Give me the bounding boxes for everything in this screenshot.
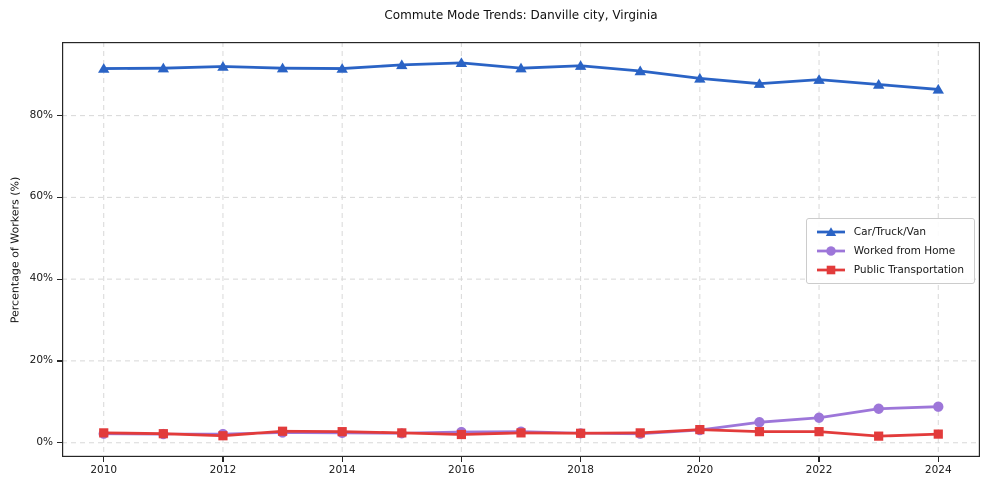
x-tick-label: 2014 bbox=[328, 464, 356, 476]
data-point-marker bbox=[873, 403, 884, 414]
chart-canvas bbox=[62, 42, 980, 457]
data-point-marker bbox=[574, 60, 587, 70]
legend-label: Worked from Home bbox=[853, 245, 956, 257]
legend: Car/Truck/Van Worked from Home Public Tr… bbox=[805, 218, 975, 284]
data-point-marker bbox=[515, 62, 527, 73]
y-tick-mark bbox=[57, 278, 62, 280]
data-point-marker bbox=[397, 428, 407, 438]
data-point-marker bbox=[98, 63, 110, 73]
x-tick-label: 2016 bbox=[448, 464, 475, 476]
legend-label: Car/Truck/Van bbox=[853, 226, 927, 238]
data-point-marker bbox=[99, 428, 109, 438]
data-point-marker bbox=[754, 427, 765, 437]
plot-area: Car/Truck/Van Worked from Home Public Tr… bbox=[62, 42, 980, 457]
x-tick-label: 2020 bbox=[686, 464, 714, 476]
y-tick-label: 60% bbox=[29, 190, 53, 203]
line-square-marker-icon bbox=[815, 263, 847, 277]
data-point-marker bbox=[694, 72, 706, 83]
y-tick-label: 0% bbox=[36, 435, 53, 448]
x-tick-label: 2010 bbox=[90, 464, 118, 476]
data-point-marker bbox=[814, 427, 824, 437]
data-point-marker bbox=[813, 74, 825, 84]
data-point-marker bbox=[695, 425, 705, 435]
x-tick-mark bbox=[341, 457, 343, 462]
plot-border bbox=[62, 42, 980, 457]
data-point-marker bbox=[753, 78, 766, 88]
data-point-marker bbox=[157, 62, 170, 73]
data-point-marker bbox=[277, 426, 288, 436]
x-tick-mark bbox=[103, 457, 105, 462]
legend-item-worked-from-home: Worked from Home bbox=[815, 244, 964, 258]
data-point-marker bbox=[634, 65, 646, 76]
y-tick-label: 20% bbox=[29, 353, 53, 366]
data-point-marker bbox=[158, 429, 168, 439]
y-tick-mark bbox=[57, 114, 62, 117]
x-tick-mark bbox=[818, 457, 820, 462]
y-tick-label: 80% bbox=[29, 108, 53, 121]
data-point-marker bbox=[516, 428, 526, 438]
line-triangle-marker-icon bbox=[815, 225, 847, 239]
x-tick-label: 2022 bbox=[805, 464, 833, 476]
data-point-marker bbox=[276, 62, 289, 73]
data-point-marker bbox=[933, 401, 944, 412]
data-point-marker bbox=[872, 79, 885, 89]
data-point-marker bbox=[933, 429, 943, 439]
y-tick-mark bbox=[57, 196, 62, 198]
y-tick-mark bbox=[57, 442, 62, 444]
legend-label: Public Transportation bbox=[853, 264, 964, 276]
x-tick-mark bbox=[937, 457, 939, 462]
chart-title: Commute Mode Trends: Danville city, Virg… bbox=[384, 8, 658, 22]
data-point-marker bbox=[217, 61, 229, 71]
y-tick-mark bbox=[57, 360, 62, 362]
x-tick-mark bbox=[699, 457, 701, 462]
data-point-marker bbox=[396, 59, 408, 70]
data-point-marker bbox=[576, 428, 586, 438]
x-tick-label: 2018 bbox=[567, 464, 594, 476]
data-point-marker bbox=[635, 428, 645, 438]
line-circle-marker-icon bbox=[815, 244, 847, 258]
x-tick-mark bbox=[222, 457, 224, 462]
data-point-marker bbox=[218, 431, 228, 441]
data-point-marker bbox=[455, 57, 468, 68]
x-tick-mark bbox=[460, 457, 462, 462]
legend-item-public-transportation: Public Transportation bbox=[815, 263, 964, 277]
data-point-marker bbox=[874, 431, 884, 441]
y-tick-label: 40% bbox=[29, 272, 53, 285]
data-point-marker bbox=[754, 417, 765, 428]
legend-item-car-truck-van: Car/Truck/Van bbox=[815, 225, 964, 239]
data-point-marker bbox=[932, 83, 944, 94]
data-point-marker bbox=[336, 63, 348, 73]
data-point-marker bbox=[456, 429, 466, 440]
x-tick-mark bbox=[580, 457, 582, 462]
x-tick-label: 2024 bbox=[924, 464, 952, 476]
data-point-marker bbox=[813, 412, 825, 423]
data-point-marker bbox=[337, 427, 347, 437]
x-tick-label: 2012 bbox=[209, 464, 237, 476]
